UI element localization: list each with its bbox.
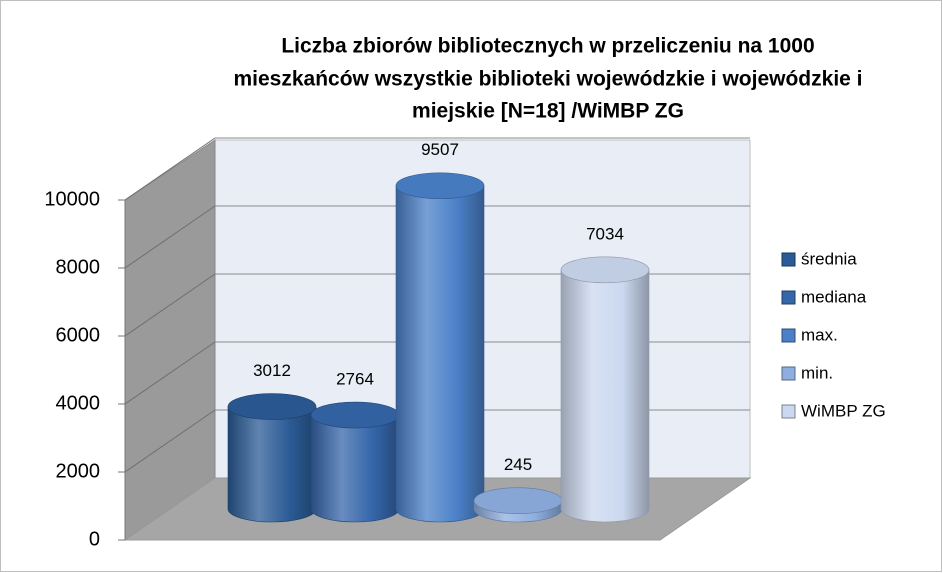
grid-line (124, 137, 216, 201)
grid-line (124, 409, 216, 473)
legend-label: WiMBP ZG (801, 401, 886, 420)
legend-label: min. (801, 363, 833, 382)
legend-label: max. (801, 325, 838, 344)
chart-title: Liczba zbiorów bibliotecznych w przelicz… (281, 35, 814, 58)
chart-title: miejskie [N=18] /WiMBP ZG (412, 100, 684, 123)
bar-top (473, 487, 563, 514)
y-tick-label: 10000 (44, 188, 100, 210)
bar (395, 185, 485, 523)
legend-swatch (781, 366, 796, 381)
data-label: 2764 (336, 370, 374, 389)
bar (227, 406, 317, 523)
legend-swatch (781, 252, 796, 267)
grid-line (124, 205, 216, 269)
y-tick-label: 6000 (56, 324, 101, 346)
bar (310, 414, 400, 523)
grid-line (124, 341, 216, 405)
legend-label: średnia (801, 249, 857, 268)
y-tick-label: 8000 (56, 256, 101, 278)
data-label: 9507 (421, 140, 459, 159)
data-label: 3012 (253, 361, 291, 380)
y-tick-label: 2000 (56, 460, 101, 482)
y-tick-label: 0 (89, 528, 100, 550)
legend-label: mediana (801, 287, 867, 306)
y-tick-label: 4000 (56, 392, 101, 414)
side-wall (124, 139, 216, 541)
bar (560, 269, 650, 523)
legend-swatch (781, 404, 796, 419)
legend-swatch (781, 328, 796, 343)
bar-top (227, 393, 317, 420)
grid-line (124, 273, 216, 337)
bar-top (560, 256, 650, 284)
bar-top (310, 401, 400, 429)
legend-swatch (781, 290, 796, 305)
data-label: 245 (504, 455, 532, 474)
chart-title: mieszkańców wszystkie biblioteki wojewód… (233, 68, 862, 91)
bar-top (395, 172, 485, 200)
data-label: 7034 (586, 224, 624, 243)
